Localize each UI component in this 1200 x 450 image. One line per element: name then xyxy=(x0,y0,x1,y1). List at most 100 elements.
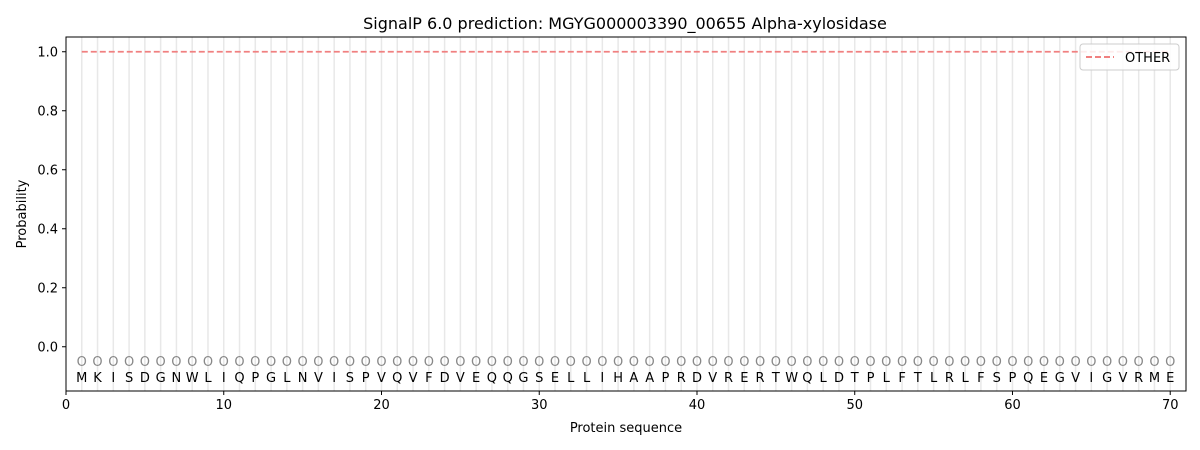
sequence-letter: V xyxy=(314,371,323,386)
region-label: O xyxy=(550,355,560,370)
sequence-letter: V xyxy=(708,371,717,386)
region-label: O xyxy=(187,355,197,370)
x-tick-label: 30 xyxy=(531,398,548,413)
sequence-letter: Q xyxy=(392,371,402,386)
sequence-letter: F xyxy=(898,371,905,386)
region-label: O xyxy=(1102,355,1112,370)
region-label: O xyxy=(266,355,276,370)
sequence-letter: N xyxy=(172,371,182,386)
sequence-letter: I xyxy=(332,371,336,386)
region-label: O xyxy=(881,355,891,370)
region-label: O xyxy=(708,355,718,370)
sequence-letter: P xyxy=(251,371,259,386)
x-tick-label: 0 xyxy=(62,398,70,413)
sequence-letter: Q xyxy=(234,371,244,386)
sequence-letter: R xyxy=(677,371,686,386)
sequence-letter: V xyxy=(1118,371,1127,386)
sequence-letter: R xyxy=(756,371,765,386)
region-label: O xyxy=(376,355,386,370)
region-label: O xyxy=(692,355,702,370)
region-label: O xyxy=(865,355,875,370)
region-label: O xyxy=(723,355,733,370)
sequence-letter: D xyxy=(440,371,450,386)
region-label: O xyxy=(755,355,765,370)
sequence-letter: G xyxy=(266,371,276,386)
sequence-letter: G xyxy=(518,371,528,386)
region-label: O xyxy=(629,355,639,370)
region-label: O xyxy=(928,355,938,370)
y-tick-label: 0.6 xyxy=(37,163,58,178)
sequence-letter: Q xyxy=(802,371,812,386)
region-label: O xyxy=(834,355,844,370)
y-tick-label: 0.0 xyxy=(37,340,58,355)
x-axis-label: Protein sequence xyxy=(570,421,682,436)
region-label: O xyxy=(313,355,323,370)
region-label: O xyxy=(613,355,623,370)
y-tick-label: 1.0 xyxy=(37,45,58,60)
sequence-letter: S xyxy=(125,371,133,386)
sequence-letter: R xyxy=(724,371,733,386)
sequence-letter: E xyxy=(551,371,559,386)
x-tick-label: 40 xyxy=(689,398,706,413)
region-label: O xyxy=(1118,355,1128,370)
sequence-letter: I xyxy=(600,371,604,386)
sequence-letter: S xyxy=(535,371,543,386)
legend-label-other: OTHER xyxy=(1125,51,1170,66)
sequence-letter: E xyxy=(472,371,480,386)
region-label: O xyxy=(171,355,181,370)
region-label: O xyxy=(739,355,749,370)
sequence-letter: P xyxy=(662,371,670,386)
sequence-letter: T xyxy=(850,371,859,386)
sequence-letter: P xyxy=(867,371,875,386)
y-axis-label: Probability xyxy=(15,179,30,248)
region-label: O xyxy=(361,355,371,370)
region-label: O xyxy=(787,355,797,370)
region-label: O xyxy=(944,355,954,370)
sequence-letter: W xyxy=(785,371,798,386)
sequence-letter: Q xyxy=(487,371,497,386)
sequence-letter: D xyxy=(834,371,844,386)
region-label: O xyxy=(960,355,970,370)
region-label: O xyxy=(424,355,434,370)
sequence-letter: R xyxy=(1134,371,1143,386)
sequence-letter: H xyxy=(613,371,623,386)
region-label: O xyxy=(534,355,544,370)
sequence-letter: L xyxy=(567,371,575,386)
sequence-letter: V xyxy=(1071,371,1080,386)
sequence-letters: OMOKOIOSODOGONOWOLOIOQOPOGOLONOVOIOSOPOV… xyxy=(76,355,1175,386)
region-label: O xyxy=(676,355,686,370)
region-label: O xyxy=(597,355,607,370)
region-label: O xyxy=(1039,355,1049,370)
sequence-letter: L xyxy=(930,371,938,386)
sequence-letter: G xyxy=(156,371,166,386)
sequence-letter: F xyxy=(425,371,432,386)
region-label: O xyxy=(1007,355,1017,370)
sequence-letter: A xyxy=(629,371,638,386)
region-label: O xyxy=(1165,355,1175,370)
sequence-letter: G xyxy=(1102,371,1112,386)
region-label: O xyxy=(976,355,986,370)
region-label: O xyxy=(566,355,576,370)
region-label: O xyxy=(140,355,150,370)
sequence-letter: L xyxy=(883,371,891,386)
region-label: O xyxy=(818,355,828,370)
region-label: O xyxy=(156,355,166,370)
y-axis-ticks: 0.0 0.2 0.4 0.6 0.8 1.0 xyxy=(37,45,66,355)
region-label: O xyxy=(660,355,670,370)
x-tick-label: 50 xyxy=(846,398,863,413)
sequence-letter: F xyxy=(977,371,984,386)
sequence-letter: L xyxy=(204,371,212,386)
region-label: O xyxy=(1149,355,1159,370)
x-tick-label: 70 xyxy=(1162,398,1179,413)
sequence-letter: L xyxy=(583,371,591,386)
region-label: O xyxy=(518,355,528,370)
region-label: O xyxy=(108,355,118,370)
sequence-letter: S xyxy=(346,371,354,386)
sequence-letter: M xyxy=(1149,371,1160,386)
x-axis-ticks: 0 10 20 30 40 50 60 70 xyxy=(62,391,1179,413)
region-label: O xyxy=(282,355,292,370)
sequence-letter: V xyxy=(377,371,386,386)
sequence-letter: D xyxy=(692,371,702,386)
region-label: O xyxy=(92,355,102,370)
